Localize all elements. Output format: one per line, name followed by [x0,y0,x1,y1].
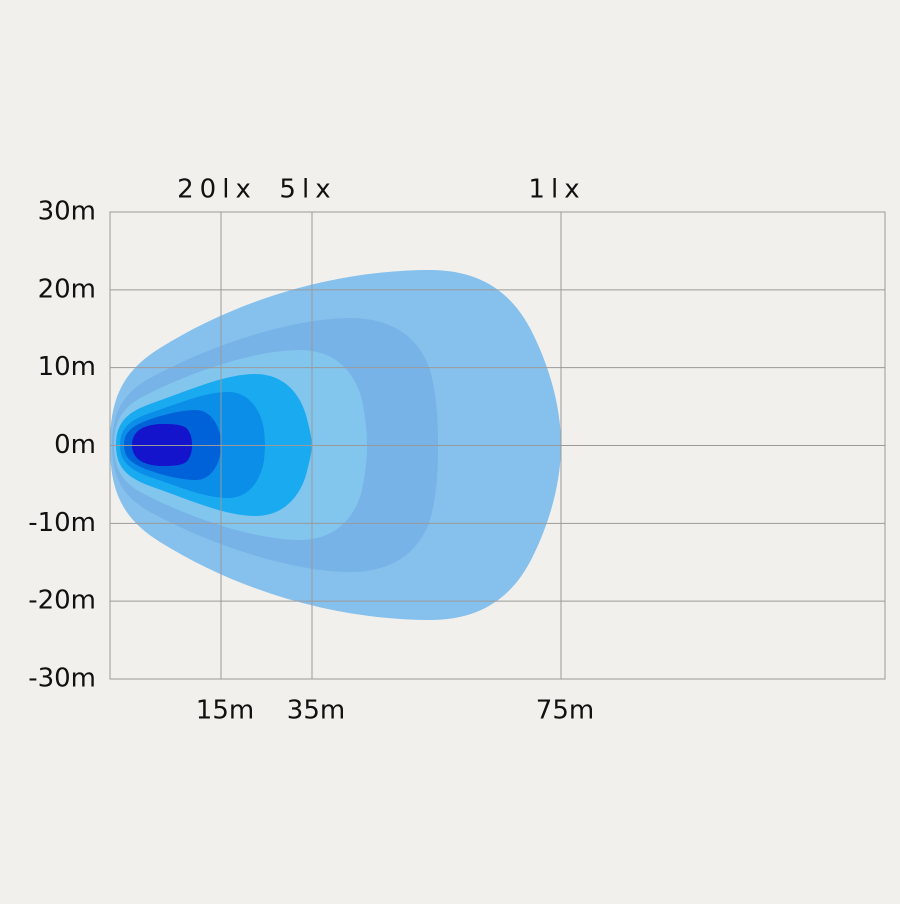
isolux-label: 5lx [279,175,336,205]
y-label: 30m [38,197,96,227]
y-label: 20m [38,274,96,304]
y-label: -20m [28,586,96,616]
x-label: 75m [536,696,594,726]
y-label: 10m [38,352,96,382]
y-label: -30m [28,664,96,694]
x-label: 15m [196,696,254,726]
y-label: -10m [28,508,96,538]
isolux-label: 20lx [177,175,257,205]
x-label: 35m [287,696,345,726]
isolux-label: 1lx [528,175,585,205]
y-label: 0m [54,430,96,460]
